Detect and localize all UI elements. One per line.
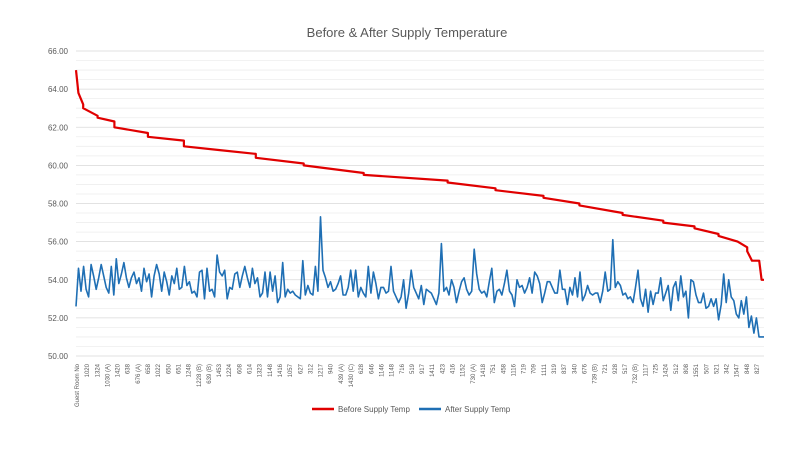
x-tick-label: 512 [674, 363, 680, 374]
y-tick-label: 62.00 [48, 123, 69, 132]
x-tick-label: 614 [248, 363, 254, 374]
x-tick-label: 1416 [278, 363, 284, 377]
x-tick-label: 628 [359, 363, 365, 374]
x-tick-label: 848 [745, 363, 751, 374]
x-tick-label: 312 [308, 363, 314, 374]
x-tick-label: 751 [491, 363, 497, 374]
x-tick-label: 1111 [542, 363, 548, 376]
y-tick-label: 50.00 [48, 352, 69, 361]
x-tick-label: 739 (B) [593, 364, 599, 384]
x-tick-label: 709 [532, 363, 538, 374]
legend: Before Supply Temp After Supply Temp [312, 405, 511, 414]
x-tick-label: 517 [623, 363, 629, 374]
x-tick-label: 676 [582, 363, 588, 374]
x-tick-label: 519 [410, 363, 416, 374]
x-tick-label: 639 (B) [207, 364, 213, 384]
x-tick-label: 319 [552, 363, 558, 374]
x-tick-label: 1030 (A) [105, 364, 111, 387]
x-tick-label: 1116 [511, 363, 517, 376]
x-axis-ticks: Guest Room No 1020 1324 1030 (A) 1420 638 676 … [75, 363, 761, 407]
y-tick-label: 60.00 [48, 161, 69, 170]
x-tick-label: 1148 [390, 363, 396, 377]
y-tick-label: 56.00 [48, 238, 69, 247]
x-tick-label: 1430 (C) [349, 364, 355, 387]
x-tick-label: 716 [400, 363, 406, 374]
x-tick-label: 638 [126, 363, 132, 374]
series-line-after [75, 216, 764, 338]
chart-title: Before & After Supply Temperature [307, 25, 508, 40]
x-tick-label: 827 [755, 363, 761, 374]
x-tick-label: 608 [237, 363, 243, 374]
x-tick-label: Guest Room No [75, 363, 81, 407]
x-tick-label: 1228 (B) [197, 364, 203, 387]
x-tick-label: 627 [298, 363, 304, 374]
y-tick-label: 58.00 [48, 200, 69, 209]
x-tick-label: 940 [329, 363, 335, 374]
y-tick-label: 54.00 [48, 276, 69, 285]
y-tick-label: 66.00 [48, 47, 69, 56]
x-tick-label: 439 (A) [339, 364, 345, 384]
y-tick-label: 64.00 [48, 85, 69, 94]
x-tick-label: 928 [613, 363, 619, 374]
x-tick-label: 721 [603, 363, 609, 374]
x-tick-label: 1324 [95, 363, 101, 377]
x-tick-label: 1117 [643, 363, 649, 376]
x-tick-label: 340 [572, 363, 578, 374]
x-tick-label: 1323 [258, 363, 264, 377]
x-tick-label: 1547 [735, 363, 741, 377]
x-tick-label: 646 [369, 363, 375, 374]
x-tick-label: 1020 [85, 363, 91, 377]
x-tick-label: 650 [166, 363, 172, 374]
x-tick-label: 719 [522, 363, 528, 374]
series-lines [74, 69, 764, 338]
x-tick-label: 1551 [694, 363, 700, 377]
series-line-before [74, 69, 764, 281]
x-tick-label: 808 [684, 363, 690, 374]
x-tick-label: 732 (B) [633, 364, 639, 384]
x-tick-label: 1148 [268, 363, 274, 377]
x-tick-label: 423 [440, 363, 446, 374]
x-tick-label: 1217 [319, 363, 325, 377]
x-tick-label: 1146 [379, 363, 385, 377]
x-tick-label: 730 (A) [471, 364, 477, 384]
x-tick-label: 1224 [227, 363, 233, 377]
x-tick-label: 1057 [288, 363, 294, 377]
x-tick-label: 1418 [481, 363, 487, 377]
x-tick-label: 342 [725, 363, 731, 374]
x-tick-label: 521 [714, 363, 720, 374]
x-tick-label: 917 [420, 363, 426, 374]
x-tick-label: 1424 [664, 363, 670, 377]
x-tick-label: 725 [654, 363, 660, 374]
legend-label-after: After Supply Temp [445, 405, 511, 414]
x-tick-label: 1248 [187, 363, 193, 377]
y-tick-label: 52.00 [48, 314, 69, 323]
x-tick-label: 1453 [217, 363, 223, 377]
x-tick-label: 1420 [116, 363, 122, 377]
x-tick-label: 837 [562, 363, 568, 374]
x-tick-label: 416 [451, 363, 457, 374]
x-tick-label: 651 [176, 363, 182, 374]
legend-label-before: Before Supply Temp [338, 405, 410, 414]
x-tick-label: 676 (A) [136, 364, 142, 384]
x-tick-label: 1152 [461, 363, 467, 377]
x-tick-label: 658 [146, 363, 152, 374]
x-tick-label: 507 [704, 363, 710, 374]
x-tick-label: 1411 [430, 363, 436, 377]
y-axis-ticks: 50.00 52.00 54.00 56.00 58.00 60.00 62.00 64.00… [48, 47, 69, 361]
gridlines [76, 50, 764, 357]
x-tick-label: 458 [501, 363, 507, 374]
x-tick-label: 1022 [156, 363, 162, 377]
